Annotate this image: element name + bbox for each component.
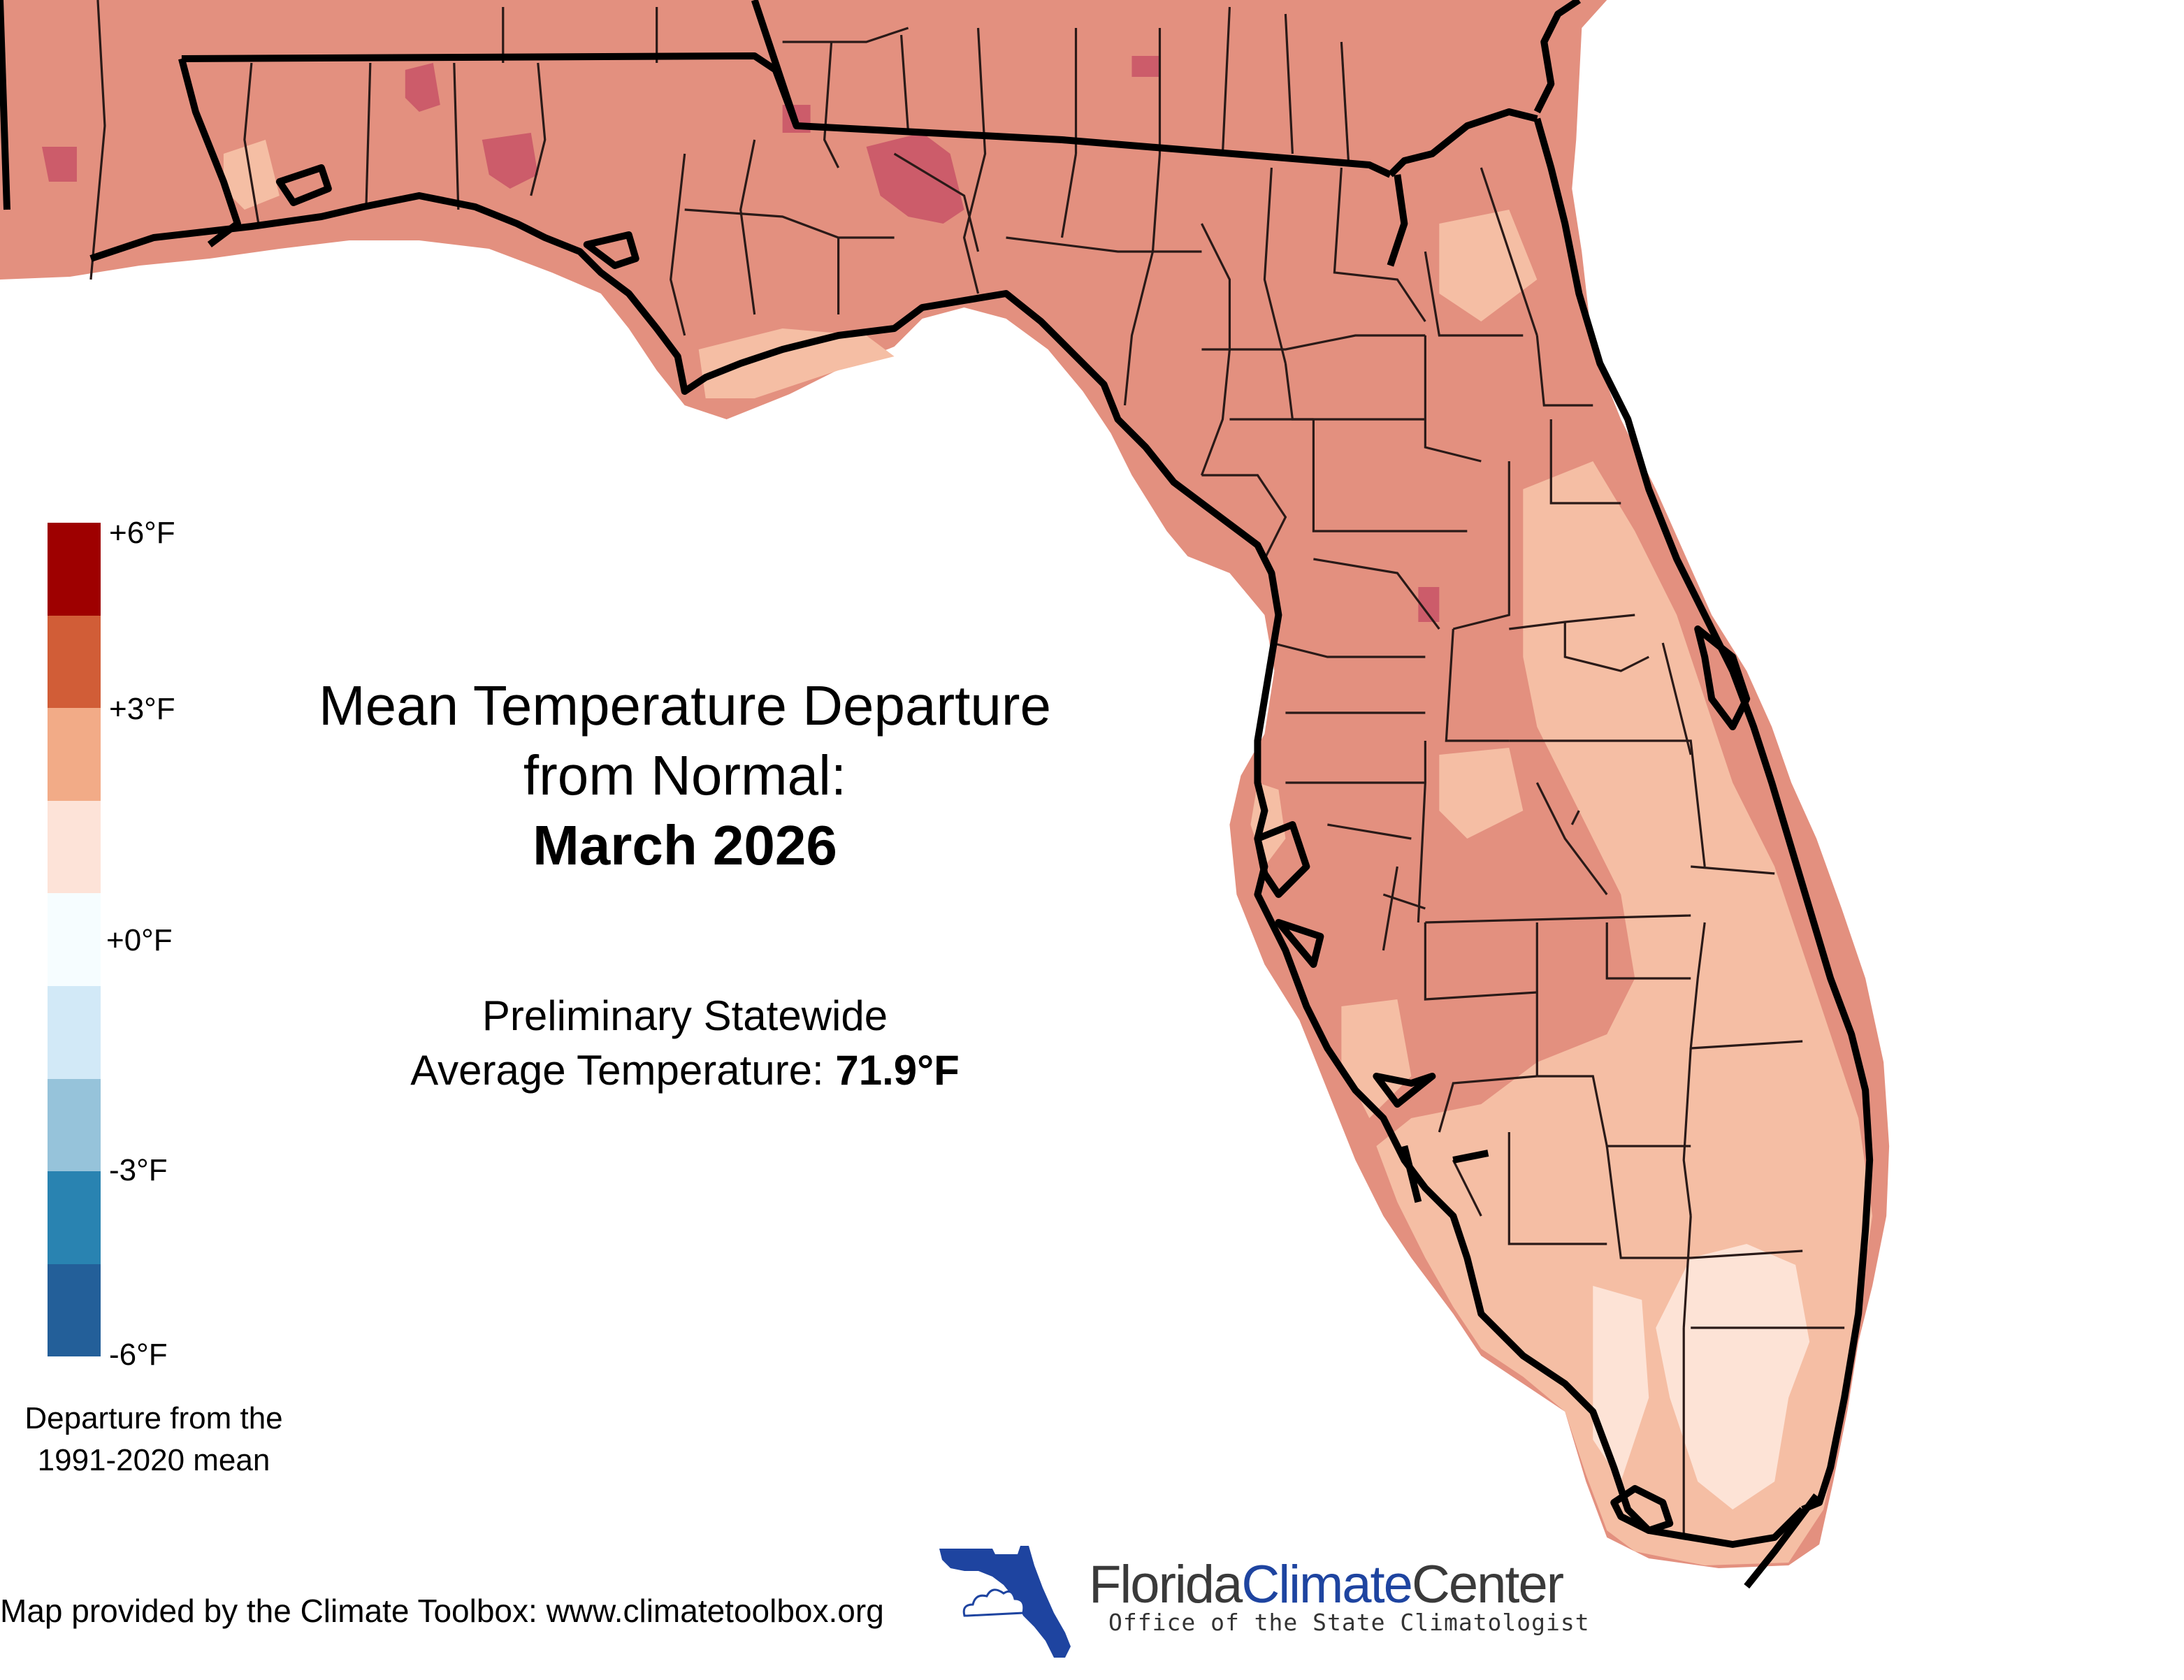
legend-caption-line1: Departure from the (24, 1401, 283, 1435)
subtitle-line2: Average Temperature: 71.9°F (266, 1043, 1104, 1098)
legend-label-minus3: -3°F (109, 1153, 168, 1187)
florida-atlantic-coast (1533, 0, 1582, 114)
statewide-average: Preliminary Statewide Average Temperatur… (266, 989, 1104, 1098)
legend-swatch-6 (48, 523, 101, 616)
legend-swatch-1-5 (48, 800, 101, 894)
legend-label-minus6: -6°F (109, 1338, 168, 1372)
title-line1: Mean Temperature Departure (319, 674, 1051, 737)
florida-gulf-coast (89, 192, 1805, 1548)
subtitle-line2-prefix: Average Temperature: (410, 1047, 836, 1094)
state-boundaries (0, 0, 1874, 1589)
legend-colorbar (48, 523, 101, 1357)
florida-climate-center-logo: FloridaClimateCenter Office of the State… (936, 1535, 1589, 1660)
title-period: March 2026 (533, 814, 837, 876)
map-zone-slight-warm (1593, 1244, 1810, 1509)
legend-label-zero: +0°F (106, 923, 173, 957)
county-boundaries (89, 0, 1845, 1537)
legend-swatch-neg-4-5 (48, 1171, 101, 1264)
map-credit: Map provided by the Climate Toolbox: www… (0, 1593, 884, 1629)
subtitle-line1: Preliminary Statewide (482, 992, 888, 1039)
legend-label-plus6: +6°F (109, 516, 175, 550)
statewide-average-value: 71.9°F (835, 1047, 960, 1094)
florida-cloud-icon (939, 1546, 1071, 1658)
logo-tagline: Office of the State Climatologist (1108, 1609, 1590, 1636)
legend-swatch-neg-1-5 (48, 985, 101, 1079)
logo-name-climate: Climate (1241, 1555, 1413, 1614)
georgia-florida-border (751, 0, 800, 127)
title-line2: from Normal: (523, 744, 847, 806)
legend-swatch-4-5 (48, 615, 101, 709)
legend-swatch-3 (48, 708, 101, 801)
legend-label-plus3: +3°F (109, 692, 175, 726)
florida-keys (1744, 1493, 1820, 1589)
legend-swatch-0 (48, 893, 101, 986)
legend-caption-line2: 1991-2020 mean (37, 1443, 270, 1477)
legend-swatch-neg-3 (48, 1078, 101, 1172)
map-title: Mean Temperature Departure from Normal: … (266, 671, 1104, 881)
logo-name-center: Center (1411, 1555, 1564, 1614)
atlantic-ocean (1900, 0, 2184, 1680)
legend-swatch-neg-6 (48, 1263, 101, 1357)
logo-name-florida: Florida (1089, 1555, 1243, 1614)
legend-caption: Departure from the 1991-2020 mean (0, 1398, 308, 1482)
legend-labels: +6°F +3°F +0°F -3°F -6°F (106, 516, 221, 1396)
logo-name: FloridaClimateCenter (1089, 1554, 1564, 1615)
